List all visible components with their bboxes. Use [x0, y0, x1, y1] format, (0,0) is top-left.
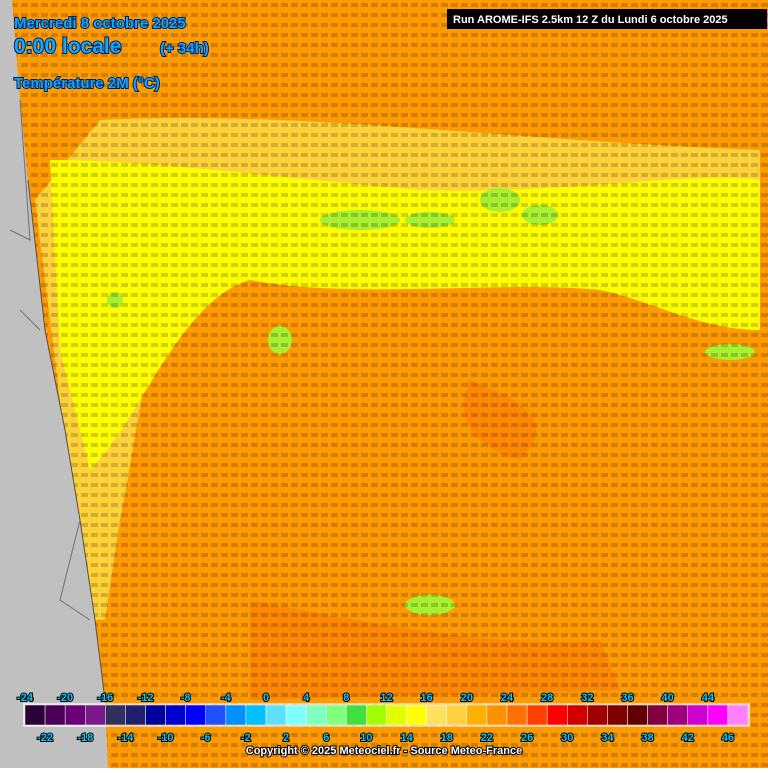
legend-tick-label: 28: [541, 692, 553, 704]
color-swatch: [285, 704, 307, 726]
time: 0:00 locale: [14, 35, 121, 58]
color-legend: -24 -20 -16 -12 -8 -4 0 4 8 12 16 20 24 28 32 36 40 44-22…: [16, 691, 749, 745]
legend-tick-label: 36: [621, 692, 633, 704]
color-swatch: [406, 704, 427, 726]
legend-tick-label: -22: [37, 732, 53, 744]
color-swatch: [245, 704, 267, 726]
legend-tick-label: 24: [501, 692, 514, 704]
legend-tick-label: 34: [601, 732, 614, 744]
color-swatch: [647, 704, 668, 726]
legend-tick-label: -24: [17, 692, 34, 704]
color-swatch: [546, 704, 568, 726]
run: Run AROME-IFS 2.5km 12 Z du Lundi 6 octo…: [453, 14, 728, 26]
legend-tick-label: 38: [641, 732, 653, 744]
color-swatch: [707, 704, 729, 726]
legend-tick-label: 16: [421, 692, 433, 704]
legend-tick-label: 8: [343, 692, 349, 704]
color-swatch: [225, 704, 247, 726]
color-swatch: [305, 704, 327, 726]
color-swatch: [64, 704, 86, 726]
legend-tick-label: -2: [241, 732, 251, 744]
color-swatch: [366, 704, 387, 726]
legend-tick-label: 2: [283, 732, 289, 744]
color-swatch: [386, 704, 407, 726]
parameter: Température 2M (°C): [14, 75, 160, 92]
date: Mercredi 8 octobre 2025: [14, 15, 186, 32]
legend-tick-label: -8: [181, 692, 191, 704]
color-swatch: [627, 704, 648, 726]
color-swatch: [426, 704, 447, 726]
legend-tick-label: 10: [360, 732, 372, 744]
color-swatch: [85, 704, 106, 726]
legend-tick-label: -14: [117, 732, 134, 744]
legend-tick-label: 44: [702, 692, 715, 704]
legend-tick-label: 0: [263, 692, 269, 704]
color-swatch: [346, 704, 367, 726]
legend-tick-label: 26: [521, 732, 533, 744]
legend-tick-label: 4: [303, 692, 310, 704]
color-swatch: [687, 704, 709, 726]
color-swatch: [125, 704, 146, 726]
legend-tick-label: 42: [682, 732, 694, 744]
color-swatch: [466, 704, 488, 726]
color-swatch: [446, 704, 468, 726]
color-swatch: [506, 704, 528, 726]
color-swatch: [205, 704, 227, 726]
color-swatch: [486, 704, 508, 726]
color-swatch: [667, 704, 689, 726]
color-swatch: [326, 704, 347, 726]
legend-tick-label: 12: [380, 692, 392, 704]
color-swatch: [587, 704, 608, 726]
coastline: [27, 179, 106, 701]
border-lines: [9, 99, 91, 621]
legend-tick-label: -6: [201, 732, 211, 744]
color-swatch: [265, 704, 287, 726]
legend-tick-label: 30: [561, 732, 573, 744]
copyright: Copyright © 2025 Meteociel.fr - Source M…: [246, 745, 522, 757]
color-swatch: [24, 704, 46, 726]
legend-tick-label: -16: [97, 692, 113, 704]
legend-tick-label: 32: [581, 692, 593, 704]
legend-tick-label: 46: [722, 732, 734, 744]
legend-tick-label: -18: [77, 732, 93, 744]
legend-tick-label: 22: [481, 732, 493, 744]
legend-tick-label: -4: [221, 692, 232, 704]
legend-tick-label: -10: [158, 732, 174, 744]
color-swatch: [165, 704, 186, 726]
color-swatch: [567, 704, 588, 726]
legend-tick-label: 6: [323, 732, 329, 744]
color-swatch: [727, 704, 749, 726]
color-swatch: [185, 704, 207, 726]
color-swatch: [526, 704, 548, 726]
legend-tick-label: 18: [441, 732, 453, 744]
legend-tick-label: -12: [138, 692, 154, 704]
legend-tick-label: 14: [400, 732, 413, 744]
color-swatch: [607, 704, 628, 726]
offset: (+ 34h): [160, 40, 209, 57]
legend-tick-label: 20: [461, 692, 473, 704]
run-box: [447, 9, 767, 29]
legend-tick-label: -20: [57, 692, 73, 704]
legend-tick-label: 40: [662, 692, 674, 704]
color-swatch: [44, 704, 66, 726]
color-swatch: [145, 704, 166, 726]
color-swatch: [105, 704, 126, 726]
